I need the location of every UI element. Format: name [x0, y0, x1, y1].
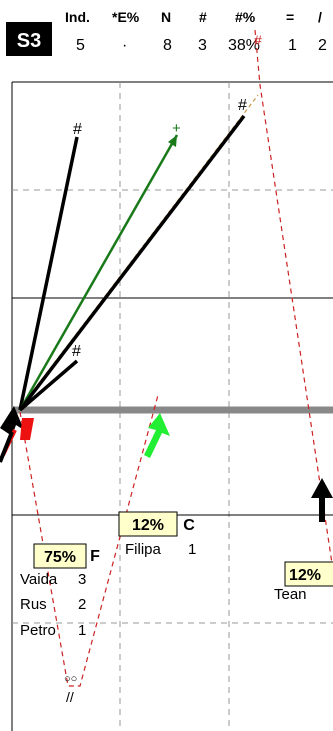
black-stroke-left — [0, 431, 14, 463]
header-label-e: *E% — [112, 9, 140, 25]
circle-marks: ○○ — [64, 673, 77, 685]
node-f-count-1: 3 — [78, 571, 86, 588]
plot-area — [11, 81, 333, 731]
node-f: 75% F Vaida 3 Rus 2 Petro 1 — [20, 543, 100, 639]
hash-mark-mid: # — [72, 343, 81, 360]
node-right-pct: 12% — [289, 567, 321, 584]
node-f-name-2: Rus — [20, 596, 47, 613]
node-f-count-3: 1 — [78, 622, 86, 639]
ray-green-arrowhead — [168, 135, 177, 147]
node-f-pct-box — [33, 543, 87, 569]
node-f-pct: 75% — [44, 549, 76, 566]
badge-background — [6, 22, 52, 56]
header-label-slash: / — [318, 9, 322, 25]
node-right-name-1: Tean — [274, 586, 307, 603]
header-label-hash: # — [199, 9, 207, 25]
header-value-slash: 2 — [318, 37, 327, 54]
node-c-count-1: 1 — [188, 541, 196, 558]
node-f-name-3: Petro — [20, 622, 56, 639]
node-right: 12% Tean — [274, 561, 333, 603]
green-arrow — [144, 413, 170, 458]
hash-mark-header: # — [254, 32, 262, 48]
badge-text: S3 — [17, 30, 41, 52]
hash-mark-top-right: # — [238, 97, 247, 114]
symbols: # + # # # ○○ // — [64, 32, 262, 705]
ray-green — [18, 134, 179, 411]
node-f-letter: F — [90, 548, 100, 565]
header-value-n: 8 — [163, 37, 172, 54]
plus-mark-green: + — [172, 120, 181, 137]
red-arrow-left — [20, 418, 34, 440]
node-c-pct: 12% — [132, 517, 164, 534]
header: S3 Ind. *E% N # #% = / 5 · 8 3 38% 1 2 — [6, 9, 327, 56]
node-c-pct-box — [118, 511, 178, 537]
ray-black-shallow — [18, 114, 246, 412]
node-c-letter: C — [183, 517, 195, 534]
node-f-count-2: 2 — [78, 596, 86, 613]
node-right-pct-box — [284, 561, 333, 587]
rays — [18, 114, 246, 412]
header-label-ind: Ind. — [65, 9, 90, 25]
header-value-hash: 3 — [198, 37, 207, 54]
arrow-markers — [0, 406, 333, 522]
header-label-n: N — [161, 9, 171, 25]
header-value-hash-pct: 38% — [228, 37, 260, 54]
node-c-name-1: Filipa — [125, 541, 162, 558]
header-value-e: · — [122, 37, 127, 54]
ray-black-short — [18, 359, 79, 412]
header-value-eq: 1 — [288, 37, 297, 54]
node-f-name-1: Vaida — [20, 571, 58, 588]
header-label-hash-pct: #% — [235, 9, 256, 25]
hash-mark-top-left: # — [73, 121, 82, 138]
node-c: 12% C Filipa 1 — [118, 511, 196, 558]
header-label-eq: = — [286, 9, 294, 25]
ray-black-steep — [18, 136, 79, 411]
slash-marks: // — [66, 689, 74, 705]
black-arrow-left — [0, 406, 24, 436]
header-value-ind: 5 — [76, 37, 85, 54]
black-arrow-right — [311, 478, 333, 522]
red-dashed-path-right — [254, 29, 333, 571]
